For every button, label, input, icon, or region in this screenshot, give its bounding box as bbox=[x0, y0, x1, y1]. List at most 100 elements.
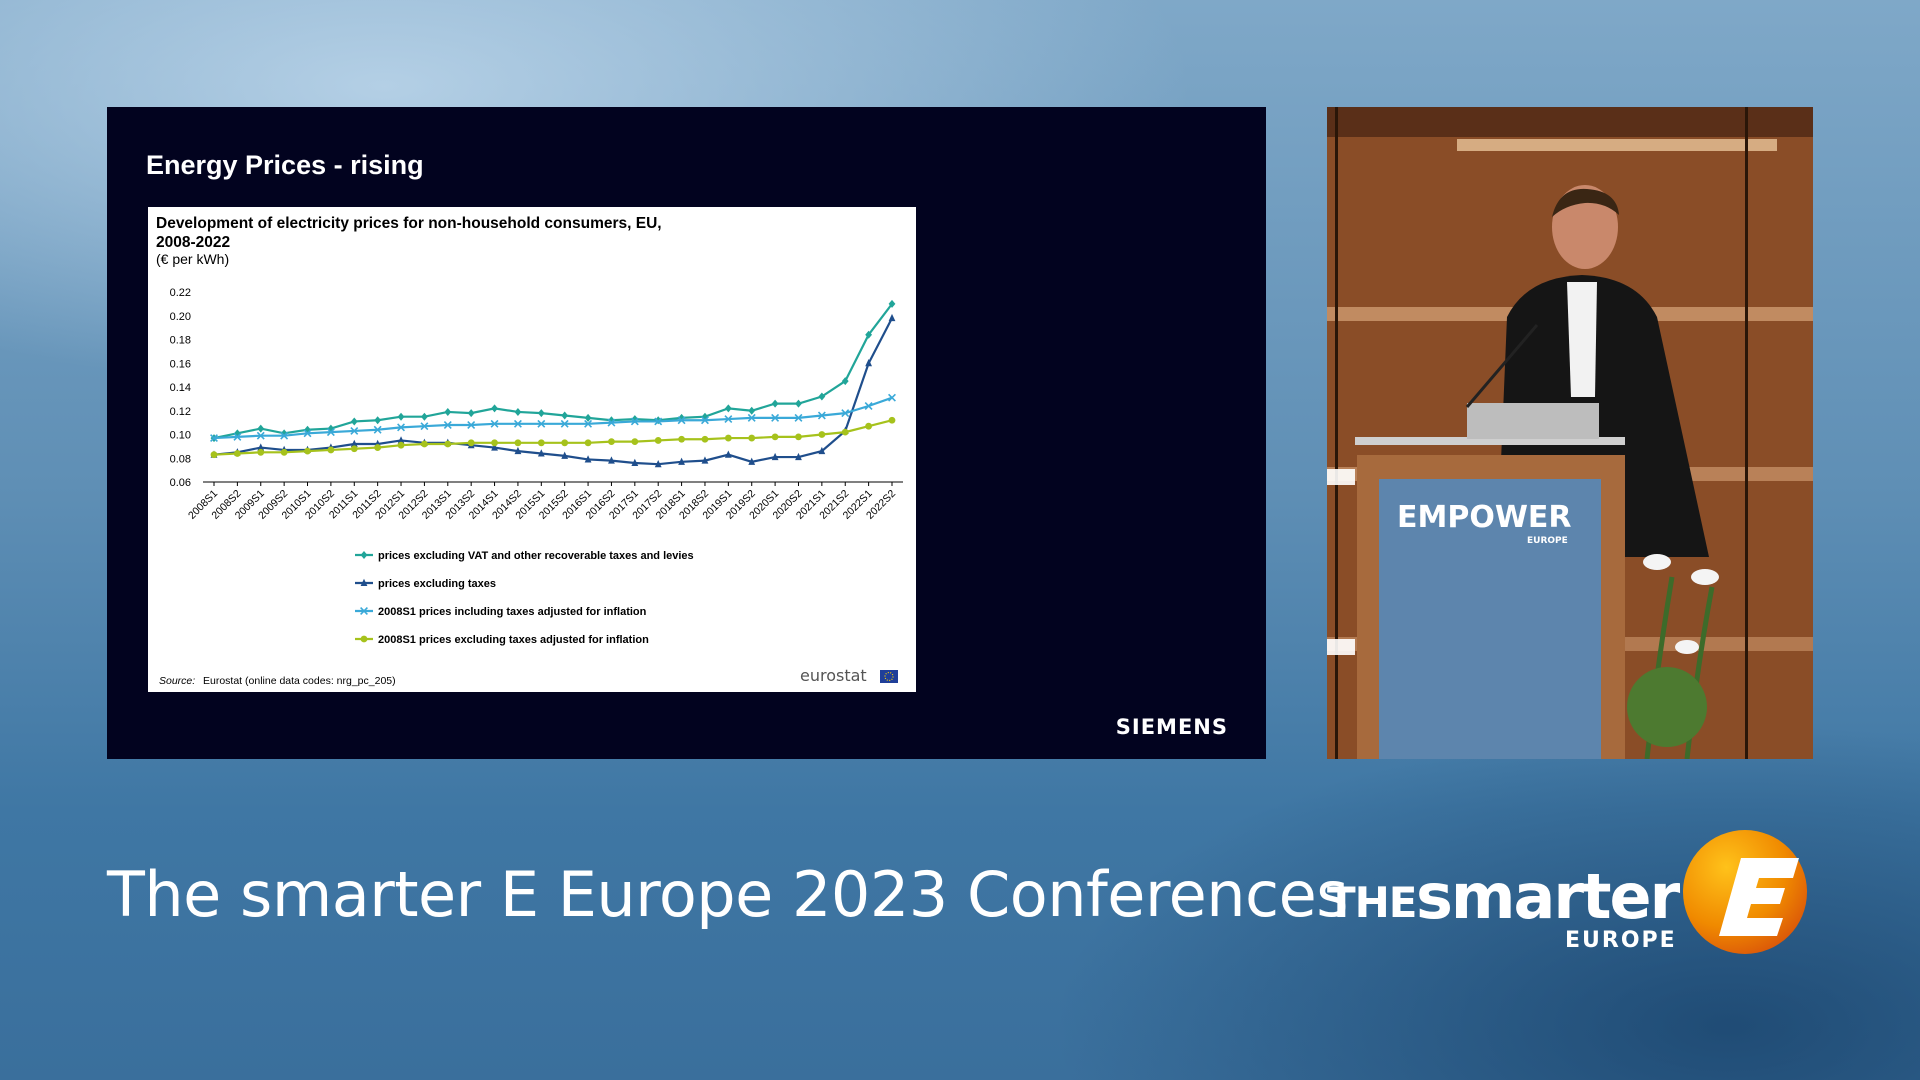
data-point bbox=[257, 424, 265, 433]
data-point bbox=[584, 439, 592, 447]
data-point bbox=[537, 419, 546, 428]
data-point bbox=[350, 439, 358, 447]
data-point bbox=[701, 456, 709, 464]
podium-sub: EUROPE bbox=[1527, 536, 1568, 546]
data-point bbox=[256, 431, 265, 440]
y-tick-label: 0.14 bbox=[170, 382, 191, 394]
data-point bbox=[210, 451, 218, 459]
podium: EMPOWER EUROPE bbox=[1355, 324, 1625, 759]
y-tick-label: 0.16 bbox=[170, 358, 191, 370]
data-point bbox=[631, 458, 639, 466]
data-point bbox=[280, 448, 288, 456]
flower-arrangement bbox=[1627, 554, 1719, 759]
data-point bbox=[327, 446, 335, 454]
data-point bbox=[490, 419, 499, 428]
data-point bbox=[397, 423, 405, 432]
data-point bbox=[491, 404, 498, 413]
data-point bbox=[748, 457, 756, 465]
chart-title-line1: Development of electricity prices for no… bbox=[156, 215, 662, 232]
data-point bbox=[233, 429, 241, 438]
stage-scene: EMPOWER EUROPE bbox=[1327, 107, 1813, 759]
legend-item: 2008S1 prices including taxes adjusted f… bbox=[355, 606, 647, 618]
data-point bbox=[608, 456, 615, 464]
series-line bbox=[213, 396, 893, 440]
data-point bbox=[537, 409, 545, 418]
y-tick-label: 0.18 bbox=[170, 335, 191, 347]
data-point bbox=[561, 451, 569, 459]
data-point bbox=[584, 455, 592, 463]
data-point bbox=[888, 313, 896, 322]
series-line bbox=[213, 419, 893, 456]
data-point bbox=[817, 411, 826, 420]
series-3 bbox=[210, 393, 896, 443]
data-point bbox=[630, 417, 639, 426]
data-point bbox=[444, 440, 452, 448]
data-point bbox=[654, 417, 663, 426]
data-point bbox=[888, 416, 896, 424]
data-point bbox=[303, 429, 312, 438]
data-point bbox=[560, 419, 569, 428]
data-point bbox=[561, 439, 569, 447]
podium-brand: EMPOWER bbox=[1397, 500, 1572, 535]
data-point bbox=[795, 452, 802, 461]
legend-label: 2008S1 prices excluding taxes adjusted f… bbox=[378, 634, 649, 646]
logo-the-text: THE bbox=[1327, 878, 1417, 927]
data-point bbox=[421, 412, 428, 421]
data-point bbox=[818, 431, 826, 438]
logo-smarter-text: smarter bbox=[1416, 860, 1680, 933]
data-point bbox=[748, 406, 756, 415]
logo-e-icon bbox=[1683, 830, 1807, 954]
data-point bbox=[678, 435, 685, 443]
y-tick-label: 0.08 bbox=[170, 453, 191, 465]
data-point bbox=[350, 445, 358, 453]
data-point bbox=[724, 404, 732, 413]
data-point bbox=[701, 435, 709, 443]
data-point bbox=[561, 411, 569, 420]
data-point bbox=[420, 422, 429, 431]
y-tick-label: 0.06 bbox=[170, 477, 191, 489]
slide-title: Energy Prices - rising bbox=[146, 150, 424, 180]
data-point bbox=[771, 433, 779, 441]
data-point bbox=[608, 438, 615, 446]
data-point bbox=[467, 409, 475, 418]
data-point bbox=[584, 419, 593, 428]
data-point bbox=[864, 402, 873, 410]
data-point bbox=[491, 439, 498, 447]
data-point bbox=[748, 434, 756, 442]
data-point bbox=[374, 444, 382, 451]
siemens-logo: SIEMENS bbox=[1115, 715, 1228, 739]
series-2 bbox=[210, 313, 896, 468]
data-point bbox=[841, 428, 849, 436]
legend-item: prices excluding VAT and other recoverab… bbox=[355, 550, 694, 562]
chart-subtitle: (€ per kWh) bbox=[156, 251, 229, 267]
data-point bbox=[373, 425, 382, 434]
data-point bbox=[795, 433, 802, 441]
data-point bbox=[257, 448, 265, 456]
speaker-video: EMPOWER EUROPE bbox=[1327, 107, 1813, 759]
data-point bbox=[233, 450, 241, 457]
data-point bbox=[818, 446, 826, 455]
data-point bbox=[360, 635, 368, 643]
series-line bbox=[213, 317, 893, 466]
data-point bbox=[467, 439, 475, 447]
data-point bbox=[677, 416, 686, 425]
data-point bbox=[865, 330, 873, 339]
legend-item: prices excluding taxes bbox=[355, 578, 496, 590]
conference-title: The smarter E Europe 2023 Conferences bbox=[107, 858, 1349, 931]
data-point bbox=[397, 436, 405, 444]
data-point bbox=[888, 393, 896, 402]
data-point bbox=[841, 377, 849, 386]
data-point bbox=[444, 407, 452, 416]
data-point bbox=[374, 416, 382, 425]
data-point bbox=[537, 449, 545, 457]
data-point bbox=[865, 359, 873, 367]
chart-series bbox=[210, 299, 896, 468]
data-point bbox=[865, 422, 873, 430]
legend-label: 2008S1 prices including taxes adjusted f… bbox=[378, 606, 647, 618]
chart-panel: Development of electricity prices for no… bbox=[148, 207, 916, 692]
data-point bbox=[514, 407, 522, 416]
data-point bbox=[724, 415, 733, 424]
data-point bbox=[700, 416, 709, 425]
data-point bbox=[631, 438, 639, 446]
series-1 bbox=[210, 299, 896, 443]
